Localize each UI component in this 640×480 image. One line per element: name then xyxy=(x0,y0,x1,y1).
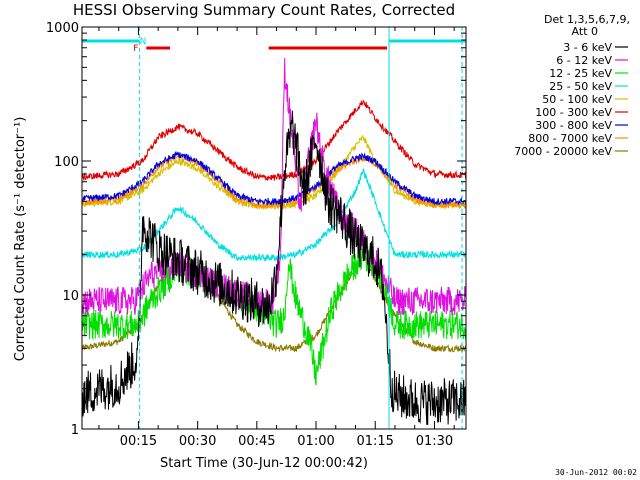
legend-entry-label: 800 - 7000 keV xyxy=(528,132,612,145)
legend-entry-label: 3 - 6 keV xyxy=(563,41,612,54)
x-axis-label: Start Time (30-Jun-12 00:00:42) xyxy=(160,456,368,471)
legend-entry-label: 6 - 12 keV xyxy=(556,54,612,67)
generation-timestamp: 30-Jun-2012 00:02 xyxy=(555,468,637,477)
legend-entry-label: 12 - 25 keV xyxy=(549,67,612,80)
series-line-6 xyxy=(82,150,466,207)
x-tick-label: 00:15 xyxy=(120,434,157,449)
legend-entry-label: 25 - 50 keV xyxy=(549,80,612,93)
x-tick-label: 01:00 xyxy=(297,434,334,449)
flag-label-F: F xyxy=(133,44,138,54)
y-tick-label: 1 xyxy=(71,423,79,438)
series-line-0 xyxy=(82,110,466,425)
x-tick-label: 01:30 xyxy=(416,434,453,449)
y-tick-label: 1000 xyxy=(46,21,79,36)
series-line-1 xyxy=(82,57,466,316)
series-line-4 xyxy=(82,134,466,211)
chart-title: HESSI Observing Summary Count Rates, Cor… xyxy=(73,1,455,19)
legend-entry-label: 50 - 100 keV xyxy=(542,93,612,106)
flag-label-N: N xyxy=(140,37,147,47)
y-tick-label: 100 xyxy=(54,155,79,170)
x-tick-label: 01:15 xyxy=(356,434,393,449)
legend-entry-label: 7000 - 20000 keV xyxy=(514,145,612,158)
y-axis-label: Corrected Count Rate (s⁻¹ detector⁻¹) xyxy=(13,117,28,362)
legend-title-detectors: Det 1,3,5,6,7,9, xyxy=(544,13,630,26)
legend-title-attenuator: Att 0 xyxy=(572,25,598,38)
x-tick-label: 00:30 xyxy=(179,434,216,449)
plot-frame xyxy=(81,26,467,430)
y-axis: 1 10 100 1000 xyxy=(46,21,466,438)
x-tick-label: 00:45 xyxy=(238,434,275,449)
legend-entry-label: 300 - 800 keV xyxy=(535,119,612,132)
series-line-2 xyxy=(82,245,466,386)
plot-area: FN xyxy=(82,27,466,429)
y-tick-label: 10 xyxy=(62,289,79,304)
series-group xyxy=(82,57,466,425)
series-line-5 xyxy=(82,99,466,182)
legend-entry-label: 100 - 300 keV xyxy=(535,106,612,119)
plot-border xyxy=(81,26,467,430)
x-axis: 00:15 00:30 00:45 01:00 01:15 01:30 xyxy=(98,27,455,449)
